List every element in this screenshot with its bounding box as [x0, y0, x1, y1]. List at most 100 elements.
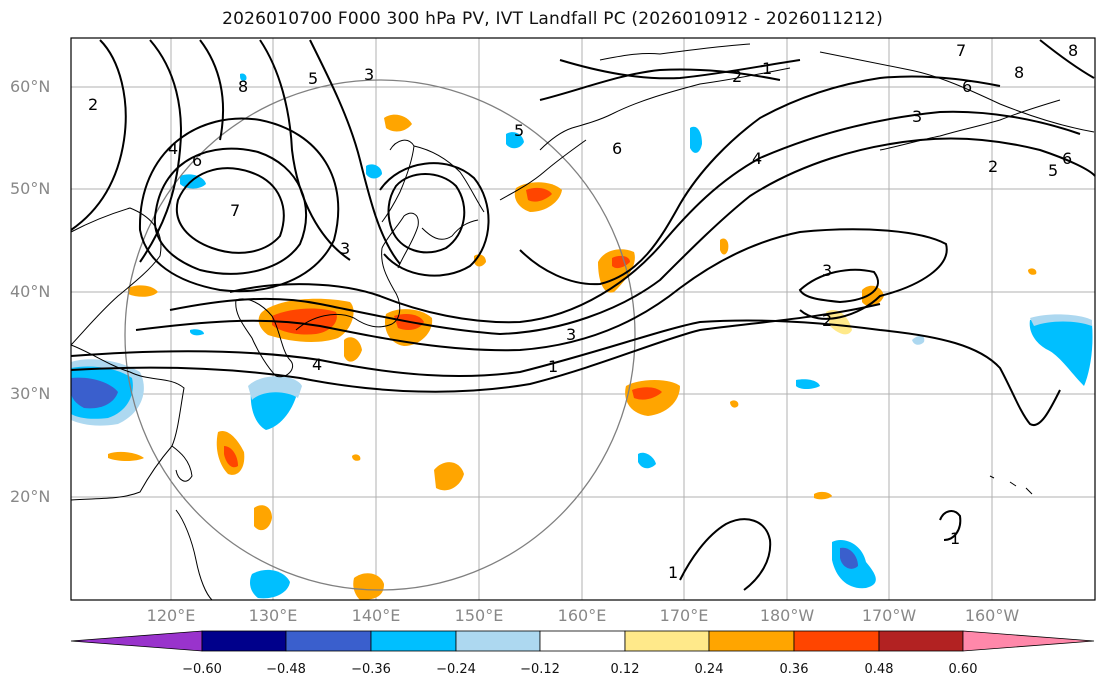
contour-ridge-north	[559, 59, 801, 80]
pv-contours	[70, 39, 1096, 591]
pos-blob-small-h	[1028, 268, 1037, 275]
contour-label: 5	[1048, 161, 1058, 180]
contour-label: 2	[988, 157, 998, 176]
lon-label-130e: 130°E	[248, 606, 298, 625]
contour-label: 3	[912, 107, 922, 126]
pos-blob-taiwan-east-core	[224, 446, 238, 468]
contour-label: 5	[308, 69, 318, 88]
colorbar-swatch	[793, 630, 880, 652]
colorbar-tick: −0.60	[182, 662, 222, 677]
lat-label-20n: 20°N	[10, 487, 51, 506]
contour-2-main	[70, 303, 881, 393]
contour-1-main	[70, 319, 1061, 427]
neg-blob-east-edge-light	[1030, 314, 1092, 326]
contour-label: 7	[230, 201, 240, 220]
contour-south-1	[679, 518, 772, 591]
neg-blob-mid-e	[240, 73, 247, 81]
contour-label: 6	[1062, 149, 1072, 168]
contour-6-main	[519, 75, 1001, 286]
colorbar-swatch	[455, 630, 541, 652]
lon-label-140e: 140°E	[351, 606, 401, 625]
neg-blob-ryukyu-light	[248, 376, 302, 400]
pos-blob-small-e	[814, 491, 832, 500]
lon-label-170e: 170°E	[659, 606, 709, 625]
colorbar-tick: 0.24	[694, 662, 724, 677]
contour-label: 2	[822, 311, 832, 330]
pos-blob-small-d	[720, 238, 729, 255]
contour-5-low	[138, 117, 340, 293]
colorbar-tick: 0.60	[948, 662, 978, 677]
neg-blob-south	[250, 569, 290, 599]
positive-shading	[108, 114, 1037, 600]
contour-upper-5	[309, 39, 401, 265]
contour-label: 3	[340, 239, 350, 258]
contour-label: 4	[752, 149, 762, 168]
contour-label: 1	[762, 59, 772, 78]
neg-blob-okhotsk	[690, 126, 702, 153]
map-border	[70, 37, 1096, 601]
contour-upper-3	[199, 39, 225, 141]
colorbar-tick: 0.12	[610, 662, 640, 677]
pos-blob-subtropic-1	[434, 462, 464, 491]
contour-label: 4	[168, 139, 178, 158]
negative-shading	[71, 73, 1093, 599]
pos-blob-sakhalin-core	[526, 187, 552, 202]
neg-blob-east-edge	[1029, 316, 1093, 386]
contour-label: 1	[668, 563, 678, 582]
contour-label: 6	[962, 77, 972, 96]
lat-label-60n: 60°N	[10, 77, 51, 96]
pos-blob-hokkaido-small	[384, 114, 412, 132]
contour-label: 4	[312, 355, 322, 374]
colorbar-swatch	[285, 630, 372, 652]
contour-nw-8	[1039, 39, 1095, 79]
colorbar-tick: 0.48	[864, 662, 894, 677]
contour-south-2	[939, 510, 962, 541]
neg-blob-mid-a	[638, 452, 656, 469]
neg-blob-north-b	[366, 164, 382, 179]
colorbar-min-arrow	[70, 630, 203, 652]
contour-label: 6	[612, 139, 622, 158]
colorbar-tick: −0.12	[520, 662, 560, 677]
pos-blob-korea-west	[128, 285, 158, 297]
contour-label: 1	[548, 357, 558, 376]
contour-label: 3	[822, 261, 832, 280]
contour-label: 8	[238, 77, 248, 96]
contour-5-main	[229, 110, 1081, 324]
landfall-radius-circle	[124, 79, 636, 591]
contour-label: 5	[514, 121, 524, 140]
colorbar-swatch	[708, 630, 795, 652]
contour-label: 8	[1068, 41, 1078, 60]
colorbar-swatch	[201, 630, 287, 652]
neg-blob-mid-c	[912, 335, 925, 345]
contour-label: 6	[192, 151, 202, 170]
lon-label-180w: 180°W	[759, 606, 815, 625]
contour-label: 2	[732, 67, 742, 86]
contour-upper-2	[139, 39, 182, 263]
lon-label-160w: 160°W	[964, 606, 1020, 625]
contour-label: 2	[88, 95, 98, 114]
lon-label-150e: 150°E	[454, 606, 504, 625]
contour-upper-4	[259, 39, 351, 261]
colorbar-tick: −0.48	[266, 662, 306, 677]
colorbar-tick: −0.36	[351, 662, 391, 677]
pos-blob-sea-of-japan-core	[272, 308, 337, 335]
contour-4-main	[169, 137, 1096, 336]
neg-blob-kamchatka	[506, 132, 524, 149]
colorbar-max-arrow	[962, 630, 1095, 652]
neg-blob-mid-d	[190, 329, 204, 336]
colorbar-swatch	[370, 630, 457, 652]
contour-label: 7	[956, 41, 966, 60]
pos-blob-small-a	[344, 337, 362, 362]
contour-label: 1	[950, 529, 960, 548]
contour-3-inner	[798, 268, 879, 304]
lat-label-50n: 50°N	[10, 179, 51, 198]
contour-closed-low-japan	[387, 173, 466, 254]
pos-blob-central-pacific-core	[632, 387, 662, 400]
contour-7-low	[175, 167, 285, 254]
pos-blob-small-b	[108, 451, 144, 461]
neg-blob-east-china-sea-core	[71, 377, 118, 409]
pos-blob-south-edge	[353, 573, 384, 600]
pos-blob-ne-1	[862, 285, 884, 307]
contour-6-low	[153, 147, 308, 275]
pos-blob-subtropic-2	[254, 505, 272, 531]
